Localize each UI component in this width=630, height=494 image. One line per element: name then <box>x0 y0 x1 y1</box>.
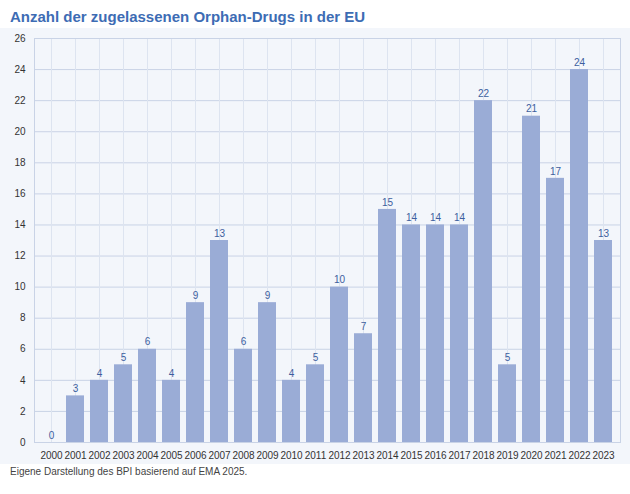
svg-text:14: 14 <box>430 212 442 223</box>
svg-text:2023: 2023 <box>592 450 615 461</box>
svg-text:5: 5 <box>121 352 127 363</box>
svg-text:18: 18 <box>14 157 26 168</box>
html-text:Anzahl der zugelassenen Orphan: Anzahl der zugelassenen Orphan-Drugs in … <box>10 8 366 25</box>
svg-text:4: 4 <box>20 375 26 386</box>
svg-text:2004: 2004 <box>136 450 159 461</box>
svg-text:4: 4 <box>97 368 103 379</box>
svg-text:2008: 2008 <box>232 450 255 461</box>
svg-text:15: 15 <box>382 197 394 208</box>
svg-text:3: 3 <box>73 383 79 394</box>
svg-text:2005: 2005 <box>160 450 183 461</box>
svg-text:2: 2 <box>20 406 26 417</box>
svg-text:21: 21 <box>526 103 538 114</box>
svg-text:6: 6 <box>20 343 26 354</box>
svg-text:7: 7 <box>361 321 367 332</box>
svg-text:2009: 2009 <box>256 450 279 461</box>
svg-text:2018: 2018 <box>472 450 495 461</box>
svg-text:0: 0 <box>49 430 55 441</box>
svg-text:2021: 2021 <box>544 450 567 461</box>
svg-text:12: 12 <box>14 250 26 261</box>
svg-text:2001: 2001 <box>64 450 87 461</box>
svg-text:2022: 2022 <box>568 450 591 461</box>
svg-text:14: 14 <box>406 212 418 223</box>
svg-text:2016: 2016 <box>424 450 447 461</box>
svg-text:2007: 2007 <box>208 450 231 461</box>
svg-text:13: 13 <box>214 228 226 239</box>
svg-text:6: 6 <box>145 336 151 347</box>
svg-text:22: 22 <box>478 88 490 99</box>
svg-text:2020: 2020 <box>520 450 543 461</box>
svg-text:13: 13 <box>598 228 610 239</box>
svg-text:20: 20 <box>14 126 26 137</box>
svg-text:17: 17 <box>550 166 562 177</box>
svg-text:10: 10 <box>334 274 346 285</box>
svg-text:8: 8 <box>20 312 26 323</box>
svg-text:5: 5 <box>313 352 319 363</box>
svg-text:4: 4 <box>289 368 295 379</box>
svg-text:2002: 2002 <box>88 450 111 461</box>
svg-text:2003: 2003 <box>112 450 135 461</box>
svg-text:9: 9 <box>265 290 271 301</box>
svg-text:24: 24 <box>14 64 26 75</box>
svg-text:2019: 2019 <box>496 450 519 461</box>
svg-text:2000: 2000 <box>40 450 63 461</box>
svg-text:2006: 2006 <box>184 450 207 461</box>
svg-text:14: 14 <box>14 219 26 230</box>
svg-text:22: 22 <box>14 95 26 106</box>
svg-text:5: 5 <box>505 352 511 363</box>
svg-text:2013: 2013 <box>352 450 375 461</box>
svg-text:2014: 2014 <box>376 450 399 461</box>
svg-text:24: 24 <box>574 57 586 68</box>
svg-text:2015: 2015 <box>400 450 423 461</box>
svg-text:2010: 2010 <box>280 450 303 461</box>
svg-text:9: 9 <box>193 290 199 301</box>
svg-text:2012: 2012 <box>328 450 351 461</box>
svg-text:14: 14 <box>454 212 466 223</box>
svg-text:26: 26 <box>14 33 26 44</box>
svg-text:6: 6 <box>241 336 247 347</box>
svg-text:2017: 2017 <box>448 450 471 461</box>
html-text:Eigene Darstellung des BPI bas: Eigene Darstellung des BPI basierend auf… <box>10 466 248 477</box>
svg-text:16: 16 <box>14 188 26 199</box>
svg-text:2011: 2011 <box>305 450 327 461</box>
svg-text:0: 0 <box>20 437 26 448</box>
svg-text:4: 4 <box>169 368 175 379</box>
svg-text:10: 10 <box>14 281 26 292</box>
